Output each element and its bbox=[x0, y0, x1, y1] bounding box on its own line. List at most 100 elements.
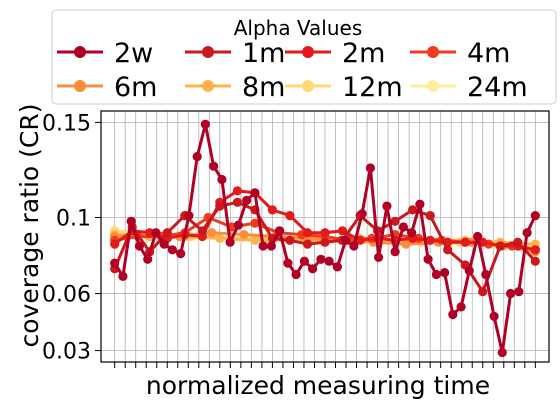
legend-marker bbox=[302, 80, 314, 92]
data-point bbox=[250, 218, 260, 228]
legend-item-1m: 1m bbox=[185, 38, 285, 69]
data-point bbox=[341, 235, 351, 245]
data-point bbox=[110, 258, 120, 268]
data-point bbox=[374, 252, 384, 262]
data-point bbox=[267, 205, 277, 215]
data-point bbox=[481, 269, 491, 280]
data-point bbox=[209, 161, 219, 171]
data-point bbox=[390, 216, 400, 226]
data-point bbox=[302, 228, 313, 238]
data-point bbox=[176, 249, 186, 259]
legend-label: 2w bbox=[114, 38, 153, 69]
data-point bbox=[299, 256, 309, 266]
data-point bbox=[302, 239, 313, 249]
data-point bbox=[283, 258, 293, 268]
data-point bbox=[215, 233, 225, 243]
legend-label: 1m bbox=[242, 38, 285, 69]
data-point bbox=[448, 309, 458, 320]
legend-item-4m: 4m bbox=[410, 38, 510, 69]
data-point bbox=[456, 302, 466, 312]
data-point bbox=[143, 254, 153, 264]
legend-title: Alpha Values bbox=[234, 16, 363, 40]
data-point bbox=[460, 237, 470, 247]
data-point bbox=[232, 186, 242, 196]
data-point bbox=[431, 269, 441, 280]
data-point bbox=[217, 174, 227, 185]
legend: Alpha Values 2w 1m 2m 4m 6m 8m 12m 24m bbox=[51, 9, 557, 105]
legend-label: 8m bbox=[242, 72, 285, 103]
data-point bbox=[215, 201, 225, 211]
legend-item-24m: 24m bbox=[410, 72, 528, 103]
data-point bbox=[126, 216, 136, 226]
data-point bbox=[242, 195, 252, 205]
data-point bbox=[514, 287, 524, 297]
data-point bbox=[285, 211, 295, 221]
data-point bbox=[110, 239, 120, 249]
legend-label: 2m bbox=[342, 38, 385, 69]
data-point bbox=[408, 205, 418, 215]
data-point bbox=[192, 152, 202, 162]
y-tick-label: 0.15 bbox=[42, 111, 91, 136]
data-point bbox=[308, 264, 318, 274]
data-point bbox=[197, 226, 207, 236]
legend-box bbox=[51, 9, 557, 105]
data-point bbox=[382, 201, 392, 211]
data-point bbox=[443, 245, 453, 255]
data-point bbox=[407, 228, 417, 238]
data-point bbox=[250, 235, 260, 245]
data-point bbox=[233, 220, 243, 230]
data-point bbox=[225, 237, 235, 247]
data-point bbox=[530, 245, 540, 255]
data-point bbox=[530, 211, 540, 221]
data-point bbox=[151, 228, 161, 238]
data-point bbox=[513, 237, 523, 247]
legend-item-2w: 2w bbox=[57, 38, 153, 69]
legend-label: 24m bbox=[467, 72, 528, 103]
data-point bbox=[118, 271, 128, 281]
series-2w bbox=[110, 119, 540, 358]
data-point bbox=[522, 228, 532, 238]
data-point bbox=[355, 235, 365, 245]
y-axis-label: coverage ratio (CR) bbox=[15, 104, 44, 348]
series-layer bbox=[110, 119, 540, 358]
legend-label: 4m bbox=[467, 38, 510, 69]
data-point bbox=[316, 254, 326, 264]
x-axis-ticks bbox=[114, 362, 536, 368]
data-point bbox=[425, 211, 435, 221]
data-point bbox=[497, 347, 507, 358]
legend-item-12m: 12m bbox=[285, 72, 403, 103]
data-point bbox=[440, 268, 450, 278]
y-tick-label: 0.03 bbox=[42, 340, 91, 365]
legend-marker bbox=[74, 46, 86, 58]
data-point bbox=[398, 222, 408, 232]
legend-marker bbox=[427, 80, 439, 92]
legend-label: 6m bbox=[114, 72, 157, 103]
data-point bbox=[478, 287, 488, 297]
data-point bbox=[200, 119, 210, 129]
data-point bbox=[134, 241, 144, 251]
data-point bbox=[473, 231, 483, 242]
data-point bbox=[349, 241, 359, 251]
data-point bbox=[390, 247, 400, 257]
legend-marker bbox=[202, 46, 214, 58]
data-point bbox=[506, 288, 516, 299]
y-tick-label: 0.1 bbox=[56, 206, 91, 231]
legend-item-6m: 6m bbox=[57, 72, 157, 103]
data-point bbox=[266, 241, 276, 251]
data-point bbox=[275, 226, 285, 236]
data-point bbox=[324, 256, 334, 266]
data-point bbox=[320, 237, 330, 247]
data-point bbox=[423, 254, 433, 264]
data-point bbox=[415, 199, 425, 209]
data-point bbox=[332, 262, 342, 272]
data-point bbox=[167, 245, 177, 255]
data-point bbox=[495, 241, 505, 251]
data-point bbox=[425, 235, 435, 245]
legend-item-8m: 8m bbox=[185, 72, 285, 103]
legend-marker bbox=[74, 80, 86, 92]
legend-label: 12m bbox=[342, 72, 403, 103]
legend-marker bbox=[302, 46, 314, 58]
data-point bbox=[285, 235, 295, 245]
legend-marker bbox=[427, 46, 439, 58]
